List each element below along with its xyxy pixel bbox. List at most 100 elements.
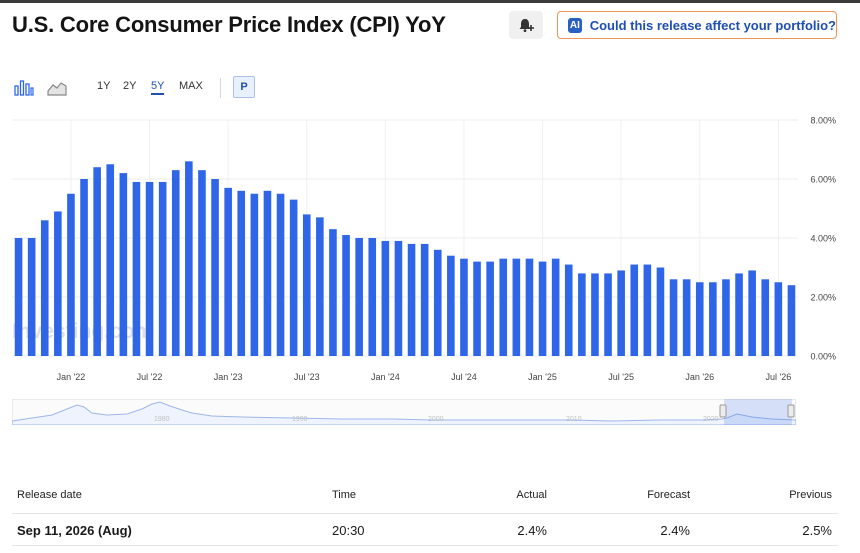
top-border	[0, 0, 860, 3]
bar[interactable]	[263, 190, 272, 356]
bar[interactable]	[604, 273, 612, 356]
bar[interactable]	[499, 258, 508, 356]
add-alert-button[interactable]	[509, 11, 543, 39]
range-1y[interactable]: 1Y	[97, 80, 111, 92]
ai-badge-icon: AI	[568, 17, 582, 33]
bar[interactable]	[538, 261, 547, 356]
cell-forecast: 2.4%	[660, 523, 690, 538]
toolbar-divider	[220, 78, 221, 98]
bar[interactable]	[407, 243, 416, 356]
bar[interactable]	[551, 258, 560, 356]
bar[interactable]	[630, 264, 639, 356]
bar[interactable]	[211, 179, 219, 356]
bar[interactable]	[695, 282, 704, 356]
bar[interactable]	[80, 179, 88, 356]
bar[interactable]	[93, 167, 101, 356]
bar[interactable]	[486, 261, 494, 356]
y-tick-label: 6.00%	[810, 175, 836, 185]
bar[interactable]	[106, 164, 115, 356]
bar[interactable]	[302, 214, 311, 356]
bar[interactable]	[735, 273, 743, 356]
bar[interactable]	[656, 267, 665, 357]
bar[interactable]	[787, 285, 796, 356]
bar[interactable]	[14, 238, 23, 356]
bar[interactable]	[643, 264, 652, 356]
bar[interactable]	[224, 187, 232, 356]
bar[interactable]	[250, 193, 259, 356]
header-release-date: Release date	[17, 489, 82, 501]
bar[interactable]	[342, 235, 350, 356]
bar[interactable]	[355, 238, 363, 356]
bar[interactable]	[381, 240, 390, 356]
x-tick-label: Jan '22	[57, 372, 86, 382]
bar[interactable]	[289, 199, 298, 356]
bar[interactable]	[512, 258, 521, 356]
bar[interactable]	[420, 243, 429, 356]
navigator-label-1990: 1990	[292, 416, 308, 423]
chart-navigator[interactable]: 1980 1990 2000 2010 2020	[12, 399, 796, 425]
bar[interactable]	[368, 238, 377, 356]
bar[interactable]	[460, 258, 468, 356]
range-max[interactable]: MAX	[179, 80, 203, 92]
x-tick-label: Jul '23	[294, 372, 320, 382]
bell-plus-icon	[519, 19, 534, 32]
bar[interactable]	[394, 240, 403, 356]
ai-portfolio-button[interactable]: AI Could this release affect your portfo…	[557, 11, 837, 39]
area-chart-icon[interactable]	[47, 78, 67, 96]
navigator-left-handle[interactable]	[719, 404, 727, 418]
bar[interactable]	[145, 181, 154, 356]
bar[interactable]	[564, 264, 573, 356]
bar[interactable]	[591, 273, 599, 356]
bar[interactable]	[119, 173, 128, 356]
navigator-label-1980: 1980	[154, 416, 170, 423]
bar[interactable]	[473, 261, 481, 356]
navigator-selection[interactable]	[724, 399, 792, 425]
bar[interactable]	[669, 279, 678, 356]
header-previous: Previous	[789, 489, 832, 501]
navigator-label-2010: 2010	[566, 416, 582, 423]
bar[interactable]	[54, 211, 62, 356]
bar[interactable]	[761, 279, 770, 356]
bar[interactable]	[27, 238, 36, 356]
bar[interactable]	[171, 170, 180, 356]
bar[interactable]	[682, 279, 691, 356]
x-tick-label: Jan '23	[214, 372, 243, 382]
range-5y[interactable]: 5Y	[151, 80, 165, 95]
bar[interactable]	[237, 190, 246, 356]
y-tick-label: 2.00%	[810, 293, 836, 303]
bar[interactable]	[40, 220, 49, 356]
bar[interactable]	[433, 249, 442, 356]
x-tick-label: Jul '24	[451, 372, 477, 382]
navigator-series	[12, 401, 796, 425]
header-actual: Actual	[516, 489, 547, 501]
bar[interactable]	[722, 279, 730, 356]
x-tick-label: Jan '25	[528, 372, 557, 382]
cpi-bar-chart: Investing.com 8.00%6.00%4.00%2.00%0.00%J…	[12, 116, 836, 382]
navigator-right-handle[interactable]	[787, 404, 795, 418]
bar[interactable]	[132, 181, 141, 356]
bar[interactable]	[198, 170, 206, 356]
x-tick-label: Jan '26	[685, 372, 714, 382]
bar[interactable]	[774, 282, 783, 356]
bar[interactable]	[748, 270, 756, 356]
bar-chart-icon[interactable]	[14, 78, 34, 96]
table-row: Sep 11, 2026 (Aug) 20:30 2.4% 2.4% 2.5%	[12, 514, 838, 546]
p-button[interactable]: P	[233, 76, 255, 98]
bar[interactable]	[329, 229, 337, 356]
range-2y[interactable]: 2Y	[123, 80, 137, 92]
header-time: Time	[332, 489, 357, 501]
bar[interactable]	[709, 282, 717, 356]
bar[interactable]	[447, 255, 455, 356]
y-tick-label: 8.00%	[810, 116, 836, 126]
header-forecast: Forecast	[647, 489, 690, 501]
bar[interactable]	[158, 181, 167, 356]
bar[interactable]	[67, 193, 75, 356]
bar[interactable]	[316, 217, 324, 356]
cell-release-date: Sep 11, 2026 (Aug)	[17, 523, 132, 538]
bar[interactable]	[185, 161, 193, 356]
bar[interactable]	[525, 258, 534, 356]
ai-button-label: Could this release affect your portfolio…	[589, 17, 836, 33]
bar[interactable]	[617, 270, 625, 356]
bar[interactable]	[578, 273, 586, 356]
bar[interactable]	[276, 193, 285, 356]
